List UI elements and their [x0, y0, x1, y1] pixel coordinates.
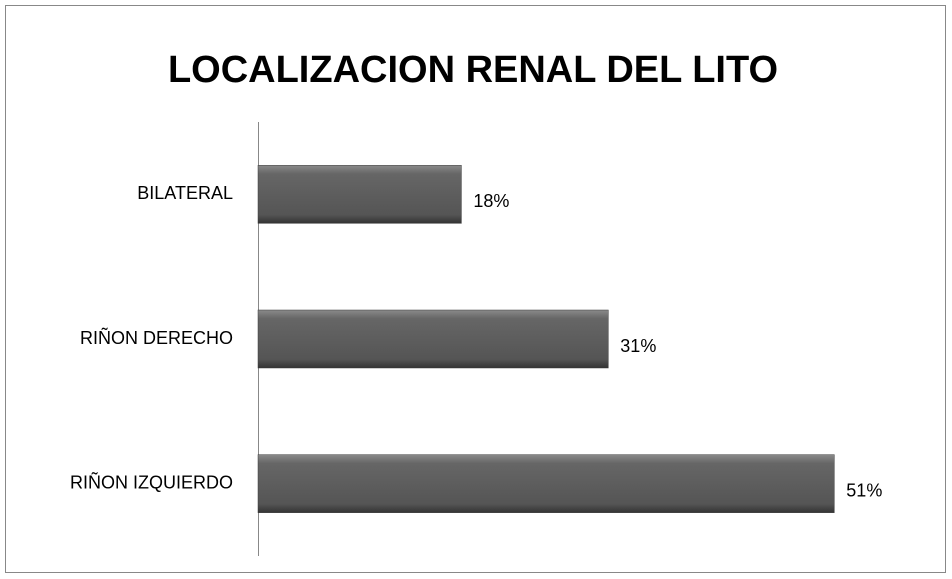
bar	[257, 454, 835, 513]
y-tick-label: RIÑON IZQUIERDO	[70, 471, 233, 492]
data-label: 18%	[473, 191, 509, 211]
chart-title: LOCALIZACION RENAL DEL LITO	[168, 49, 778, 91]
data-label: 31%	[620, 336, 656, 356]
bar	[257, 165, 462, 224]
y-tick-label: RIÑON DERECHO	[80, 327, 233, 348]
y-tick-label: BILATERAL	[137, 183, 233, 203]
bar	[257, 309, 609, 369]
data-label: 51%	[846, 480, 882, 500]
